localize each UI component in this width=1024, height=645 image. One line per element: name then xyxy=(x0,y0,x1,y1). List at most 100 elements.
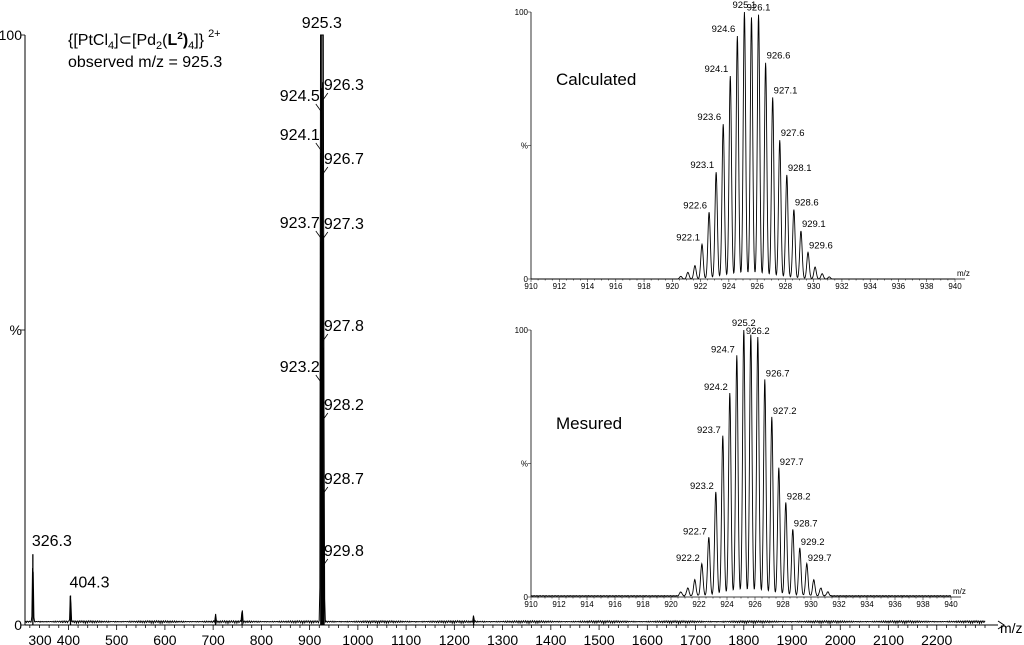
main-x-tick-label: 300 xyxy=(28,632,52,645)
main-peak-label: 923.2 xyxy=(280,359,320,376)
inset-peak-label: 923.7 xyxy=(697,425,721,436)
inset-peak-label: 927.7 xyxy=(780,457,804,468)
main-y-tick-label: 100 xyxy=(0,27,22,43)
inset-peak-label: 925.1 xyxy=(733,0,757,11)
inset-spectrum-line xyxy=(531,11,955,280)
main-x-tick-label: 1400 xyxy=(535,632,566,645)
main-peak-leader xyxy=(322,166,329,175)
inset-peak-label: 923.1 xyxy=(690,160,714,171)
formula-label: {[PtCl4]⊂[Pd2(L2)4]} 2+ xyxy=(68,28,221,52)
main-x-tick-label: 1000 xyxy=(342,632,373,645)
inset-x-tick-label: 922 xyxy=(692,600,706,609)
main-peak-label: 923.7 xyxy=(280,215,320,232)
inset-y-tick-label: % xyxy=(521,460,528,469)
inset-x-tick-label: 918 xyxy=(637,282,651,291)
main-x-tick-label: 1600 xyxy=(632,632,663,645)
main-spectrum: 300 400 500 600 700 800 900 1000 1100 1200 1300 140… xyxy=(0,15,1023,645)
inset-y-tick-label: 0 xyxy=(524,275,529,284)
inset-peak-label: 928.6 xyxy=(795,198,819,209)
main-peak-leader xyxy=(322,412,329,421)
inset-peak-label: 928.2 xyxy=(787,492,811,503)
main-x-tick-label: 700 xyxy=(201,632,225,645)
inset-y-tick-label: 0 xyxy=(524,593,529,602)
inset-peak-label: 926.1 xyxy=(747,3,771,14)
inset-x-axis-label: m/z xyxy=(957,269,970,278)
main-x-tick-label: 400 xyxy=(57,632,81,645)
inset-x-tick-label: 928 xyxy=(776,600,790,609)
inset-x-tick-label: 910 xyxy=(524,282,538,291)
main-peak-label: 927.8 xyxy=(324,318,364,335)
main-x-axis-label: m/z xyxy=(1000,620,1023,636)
inset-x-tick-label: 932 xyxy=(835,282,849,291)
main-x-tick-label: 500 xyxy=(105,632,129,645)
inset-peak-label: 927.2 xyxy=(773,406,797,417)
inset-peak-label: 927.1 xyxy=(774,85,798,96)
main-peak-leader xyxy=(322,486,329,495)
main-peak-leader xyxy=(315,142,322,151)
main-x-tick-label: 2200 xyxy=(921,632,952,645)
inset-y-tick-label: 100 xyxy=(515,326,529,335)
inset-x-tick-label: 940 xyxy=(944,600,958,609)
main-peak-leader xyxy=(315,374,322,383)
inset-x-tick-label: 928 xyxy=(779,282,793,291)
inset-x-tick-label: 930 xyxy=(807,282,821,291)
inset-x-tick-label: 930 xyxy=(804,600,818,609)
main-peak-label: 926.3 xyxy=(324,77,364,94)
inset-peak-label: 924.2 xyxy=(704,382,728,393)
inset-x-tick-label: 920 xyxy=(666,282,680,291)
main-x-tick-label: 1100 xyxy=(391,632,421,645)
inset-x-tick-label: 934 xyxy=(860,600,874,609)
inset-x-tick-label: 914 xyxy=(580,600,594,609)
inset-x-tick-label: 940 xyxy=(948,282,962,291)
main-peak-label: 928.7 xyxy=(324,471,364,488)
inset-x-tick-label: 932 xyxy=(832,600,846,609)
inset-y-tick-label: % xyxy=(521,142,528,151)
inset-peak-label: 924.6 xyxy=(712,24,736,35)
inset-peak-label: 929.2 xyxy=(801,537,825,548)
inset-peak-label: 928.1 xyxy=(788,163,812,174)
inset-peak-label: 925.2 xyxy=(732,318,756,329)
inset-peak-label: 922.1 xyxy=(676,232,700,243)
inset-peak-label: 924.1 xyxy=(704,64,728,75)
observed-mz-label: observed m/z = 925.3 xyxy=(68,54,222,71)
main-peak-label: 926.7 xyxy=(324,151,364,168)
inset-peak-label: 926.2 xyxy=(746,326,770,337)
inset-peak-label: 929.6 xyxy=(809,240,833,251)
inset-x-tick-label: 920 xyxy=(664,600,678,609)
inset-title: Calculated xyxy=(556,70,636,89)
main-x-tick-label: 2100 xyxy=(873,632,904,645)
main-peak-label: 928.2 xyxy=(324,397,364,414)
inset-peak-label: 927.6 xyxy=(781,128,805,139)
main-x-tick-label: 1300 xyxy=(487,632,518,645)
main-peak-leader xyxy=(322,333,329,342)
inset-peak-label: 922.7 xyxy=(683,526,707,537)
main-peak-label: 924.5 xyxy=(280,88,320,105)
inset-peak-label: 926.6 xyxy=(767,51,791,62)
main-y-tick-label: % xyxy=(10,322,22,338)
inset-peak-label: 926.7 xyxy=(766,369,790,380)
inset-x-tick-label: 922 xyxy=(694,282,708,291)
main-x-tick-label: 1900 xyxy=(776,632,807,645)
main-x-tick-label: 1700 xyxy=(680,632,711,645)
main-spectrum-line xyxy=(24,34,986,625)
main-peak-label: 927.3 xyxy=(324,216,364,233)
inset-peak-label: 922.6 xyxy=(683,200,707,211)
inset-measured-spectrum: 910 912 914 916 918 920 922 924 926 928 930 932 934 9… xyxy=(515,318,966,609)
inset-calculated-spectrum: 910 912 914 916 918 920 922 924 926 928 930 932 934 9… xyxy=(515,0,970,291)
inset-x-tick-label: 936 xyxy=(888,600,902,609)
main-peak-label: 326.3 xyxy=(32,533,72,550)
main-peak-leader xyxy=(315,103,322,112)
inset-peak-label: 922.2 xyxy=(676,553,700,564)
main-peak-leader xyxy=(315,230,322,239)
inset-x-tick-label: 910 xyxy=(524,600,538,609)
inset-title: Mesured xyxy=(556,414,622,433)
inset-x-tick-label: 934 xyxy=(864,282,878,291)
inset-peak-label: 928.7 xyxy=(794,518,818,529)
main-x-tick-label: 2000 xyxy=(825,632,856,645)
main-x-tick-label: 1500 xyxy=(583,632,614,645)
inset-x-tick-label: 936 xyxy=(892,282,906,291)
main-x-tick-label: 600 xyxy=(153,632,177,645)
inset-x-axis-label: m/z xyxy=(953,587,966,596)
main-peak-leader xyxy=(322,231,329,240)
